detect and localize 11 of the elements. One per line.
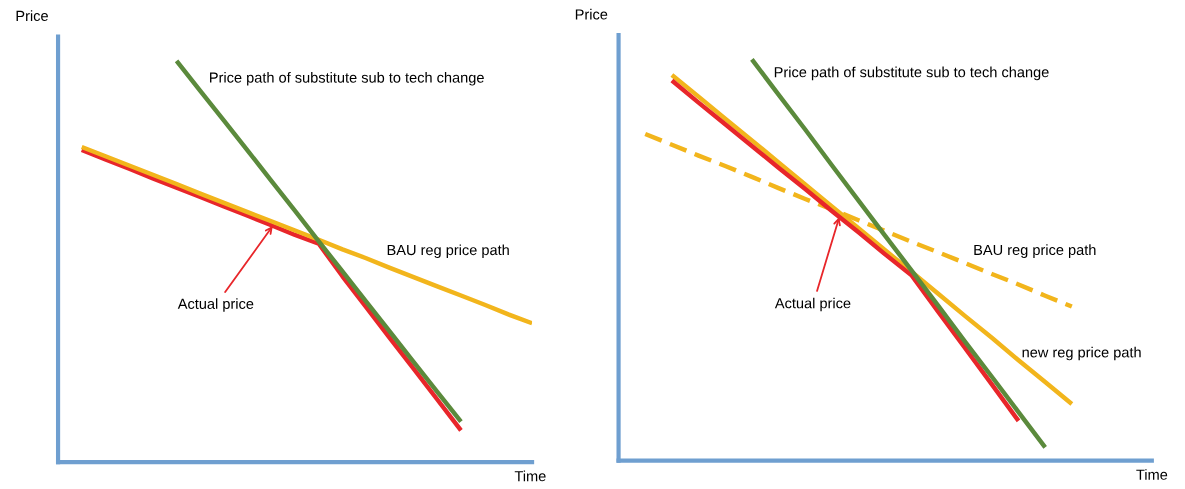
- series-label: BAU reg price path: [974, 244, 1096, 258]
- x-axis-title: Time: [1136, 469, 1168, 480]
- series-label: BAU reg price path: [387, 244, 509, 259]
- y-axis-title: Price: [575, 8, 608, 20]
- series-label: Price path of substitute sub to tech change: [774, 66, 1049, 81]
- y-axis-title: Price: [16, 10, 48, 22]
- series-label: Price path of substitute sub to tech change: [210, 72, 484, 86]
- series-label: new reg price path: [1022, 346, 1141, 361]
- annotation: Actual price: [177, 298, 254, 312]
- annotation: Actual price: [774, 297, 851, 312]
- x-axis-title: Time: [514, 470, 546, 482]
